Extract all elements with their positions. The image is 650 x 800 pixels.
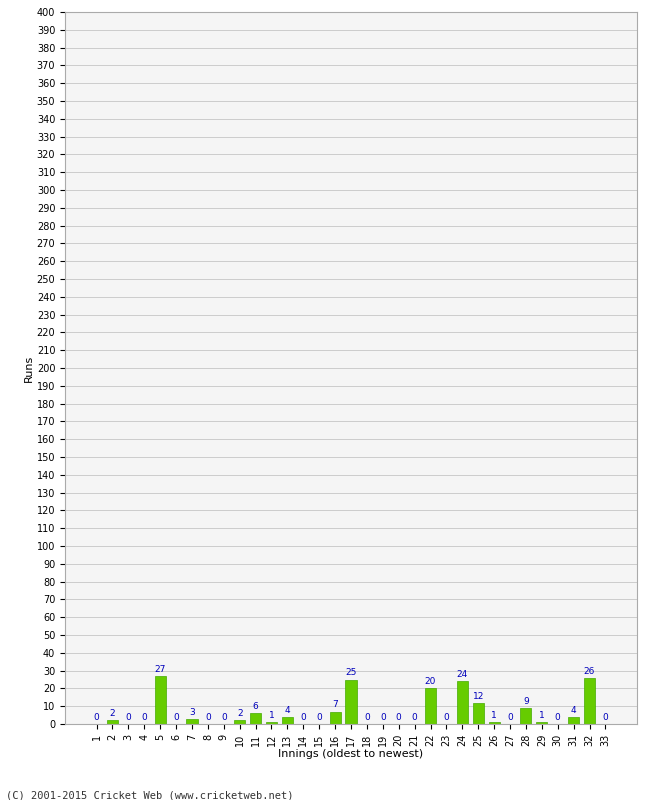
Bar: [584, 678, 595, 724]
Bar: [489, 722, 500, 724]
Bar: [330, 711, 341, 724]
Bar: [266, 722, 277, 724]
Text: 25: 25: [345, 668, 357, 678]
Text: 2: 2: [237, 710, 242, 718]
Text: (C) 2001-2015 Cricket Web (www.cricketweb.net): (C) 2001-2015 Cricket Web (www.cricketwe…: [6, 790, 294, 800]
Text: 0: 0: [205, 713, 211, 722]
Text: 7: 7: [332, 701, 338, 710]
Bar: [187, 718, 198, 724]
Text: 0: 0: [94, 713, 99, 722]
Bar: [457, 682, 468, 724]
Bar: [521, 708, 532, 724]
Bar: [107, 721, 118, 724]
Bar: [568, 717, 579, 724]
Text: 1: 1: [491, 711, 497, 720]
Text: 0: 0: [221, 713, 227, 722]
Text: 0: 0: [603, 713, 608, 722]
Text: 24: 24: [457, 670, 468, 679]
Bar: [536, 722, 547, 724]
Text: 3: 3: [189, 707, 195, 717]
Text: 0: 0: [125, 713, 131, 722]
Text: 4: 4: [571, 706, 577, 714]
Bar: [282, 717, 293, 724]
Text: 20: 20: [425, 678, 436, 686]
Text: 26: 26: [584, 666, 595, 675]
Text: 2: 2: [110, 710, 115, 718]
Text: 0: 0: [364, 713, 370, 722]
X-axis label: Innings (oldest to newest): Innings (oldest to newest): [278, 749, 424, 759]
Bar: [425, 688, 436, 724]
Text: 0: 0: [507, 713, 513, 722]
Text: 0: 0: [555, 713, 560, 722]
Text: 0: 0: [380, 713, 385, 722]
Bar: [345, 679, 357, 724]
Y-axis label: Runs: Runs: [24, 354, 34, 382]
Bar: [155, 676, 166, 724]
Text: 0: 0: [173, 713, 179, 722]
Text: 9: 9: [523, 697, 529, 706]
Text: 6: 6: [253, 702, 259, 711]
Text: 12: 12: [473, 691, 484, 701]
Text: 0: 0: [443, 713, 449, 722]
Text: 4: 4: [285, 706, 290, 714]
Text: 1: 1: [539, 711, 545, 720]
Text: 1: 1: [268, 711, 274, 720]
Text: 0: 0: [396, 713, 402, 722]
Bar: [234, 721, 245, 724]
Text: 0: 0: [142, 713, 147, 722]
Bar: [473, 702, 484, 724]
Text: 27: 27: [155, 665, 166, 674]
Text: 0: 0: [300, 713, 306, 722]
Bar: [250, 714, 261, 724]
Text: 0: 0: [317, 713, 322, 722]
Text: 0: 0: [411, 713, 417, 722]
